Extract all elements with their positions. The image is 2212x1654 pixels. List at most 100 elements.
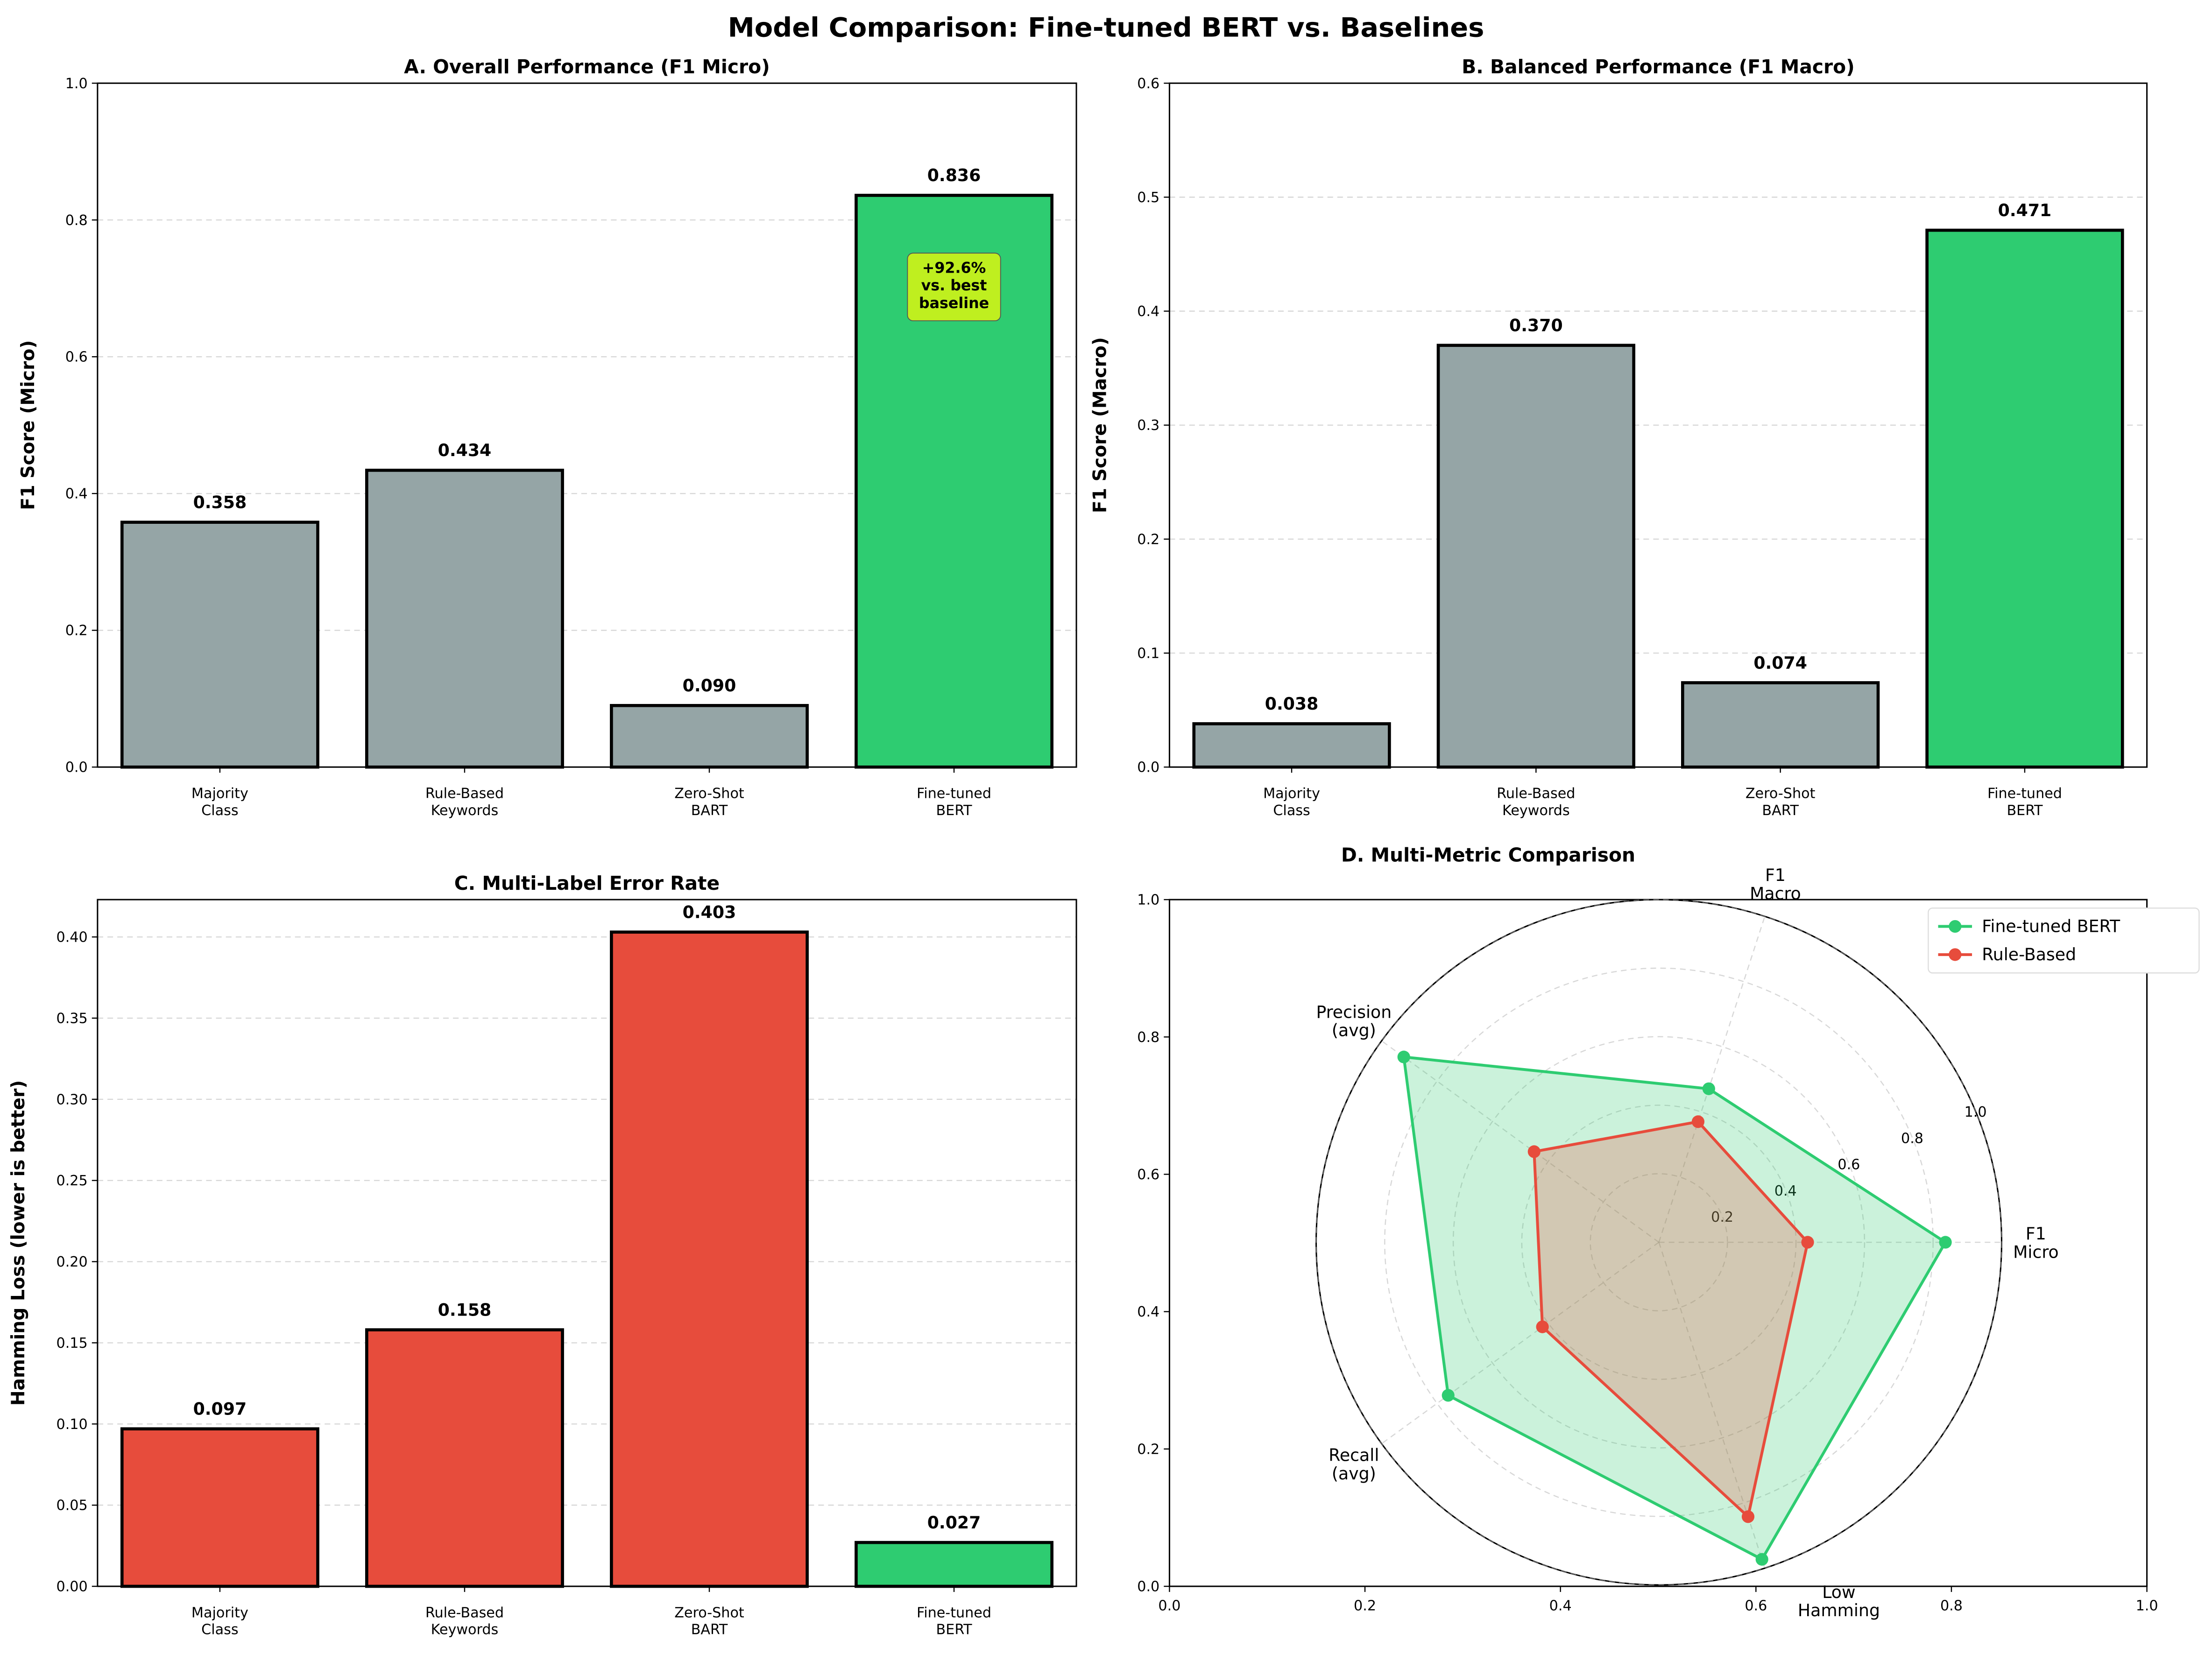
text-line: Keywords bbox=[1502, 802, 1570, 819]
angular-gridline bbox=[1658, 1242, 1766, 1569]
bar bbox=[365, 469, 564, 769]
bar bbox=[610, 930, 809, 1588]
y-tick-label: 0.25 bbox=[57, 1173, 88, 1189]
y-axis-label: Hamming Loss (lower is better) bbox=[8, 1080, 29, 1406]
y-tick-label: 0.8 bbox=[1137, 1029, 1159, 1046]
value-label: 0.090 bbox=[683, 676, 736, 696]
series-line bbox=[1402, 1055, 1948, 1562]
x-tick-label: Majority Class bbox=[191, 1605, 248, 1638]
data-point bbox=[1755, 1553, 1768, 1566]
x-tick-label: Majority Class bbox=[191, 786, 248, 819]
axis-label: Precision (avg) bbox=[1316, 1002, 1392, 1040]
text-line: Class bbox=[201, 1622, 238, 1638]
series-fill bbox=[1404, 1057, 1946, 1560]
y-tick-label: 0.05 bbox=[57, 1498, 88, 1514]
text-line: Class bbox=[1273, 802, 1310, 819]
data-point bbox=[1536, 1320, 1549, 1333]
x-tick-label: Majority Class bbox=[1263, 786, 1320, 819]
value-label: 0.836 bbox=[927, 165, 981, 185]
y-tick-label: 0.00 bbox=[57, 1579, 88, 1595]
value-label: 0.370 bbox=[1509, 316, 1563, 336]
radial-gridline bbox=[1521, 1105, 1797, 1380]
y-tick-label: 0.6 bbox=[1137, 1167, 1159, 1183]
legend-marker bbox=[1949, 948, 1962, 961]
bar bbox=[1436, 344, 1636, 769]
text-line: Class bbox=[201, 802, 238, 819]
x-tick-label: 0.0 bbox=[1158, 1598, 1180, 1614]
text-line: Precision bbox=[1316, 1002, 1392, 1022]
text-line: BART bbox=[691, 802, 728, 819]
text-line: Low bbox=[1822, 1582, 1855, 1602]
series-fill bbox=[1534, 1121, 1808, 1517]
figure-title: Model Comparison: Fine-tuned BERT vs. Ba… bbox=[728, 12, 1484, 43]
text-line: Rule-Based bbox=[425, 786, 504, 802]
x-tick-label: Rule-Based Keywords bbox=[425, 786, 504, 819]
radial-tick-label: 0.2 bbox=[1711, 1209, 1733, 1225]
radial-gridline bbox=[1452, 1036, 1866, 1449]
text-line: Zero-Shot bbox=[674, 786, 744, 802]
legend-box bbox=[1928, 907, 2200, 974]
bar bbox=[855, 1541, 1053, 1588]
text-line: Majority bbox=[191, 1605, 248, 1621]
data-point bbox=[1527, 1145, 1541, 1158]
radial-tick-label: 0.8 bbox=[1901, 1130, 1923, 1147]
y-tick-label: 0.2 bbox=[1137, 531, 1159, 548]
y-tick-label: 0.0 bbox=[1137, 1579, 1159, 1595]
axis-label: Recall (avg) bbox=[1329, 1445, 1379, 1484]
angular-gridline bbox=[1381, 1040, 1660, 1243]
panel-d: 0.00.00.20.20.40.40.60.60.80.81.01.0F1 Mi… bbox=[1137, 844, 2200, 1620]
bar bbox=[1925, 228, 2124, 769]
y-tick-label: 0.15 bbox=[57, 1335, 88, 1351]
legend-marker bbox=[1949, 920, 1962, 933]
text-line: BERT bbox=[936, 1622, 973, 1638]
y-tick-label: 0.30 bbox=[57, 1091, 88, 1108]
value-label: 0.027 bbox=[927, 1513, 981, 1533]
radial-gridline bbox=[1315, 899, 2002, 1586]
legend: Fine-tuned BERT Rule-Based bbox=[1928, 907, 2200, 974]
x-tick-label: 0.8 bbox=[1940, 1598, 1963, 1614]
bar bbox=[365, 1328, 564, 1588]
y-tick-label: 0.4 bbox=[1137, 1304, 1159, 1320]
axes-frame bbox=[1168, 82, 2148, 768]
annotation-box bbox=[907, 253, 1001, 322]
x-tick-label: Zero-Shot BART bbox=[674, 786, 744, 819]
value-label: 0.403 bbox=[683, 902, 736, 922]
text-line: BART bbox=[691, 1622, 728, 1638]
value-label: 0.471 bbox=[1998, 200, 2052, 220]
panel-title: D. Multi-Metric Comparison bbox=[1341, 844, 1635, 866]
text-line: Micro bbox=[2013, 1242, 2059, 1262]
data-point bbox=[1801, 1236, 1814, 1249]
y-tick-label: 0.2 bbox=[65, 623, 88, 639]
text-line: +92.6% bbox=[922, 260, 986, 276]
data-point bbox=[1442, 1389, 1455, 1402]
angular-gridline bbox=[1381, 1242, 1660, 1444]
text-line: Macro bbox=[1750, 883, 1801, 903]
text-line: Keywords bbox=[431, 802, 499, 819]
y-tick-label: 1.0 bbox=[1137, 892, 1159, 908]
panel-title: A. Overall Performance (F1 Micro) bbox=[404, 56, 770, 78]
x-tick-label: 0.4 bbox=[1549, 1598, 1572, 1614]
axes-frame bbox=[97, 899, 1077, 1587]
y-tick-label: 0.20 bbox=[57, 1254, 88, 1270]
x-tick-label: Rule-Based Keywords bbox=[1497, 786, 1575, 819]
bar bbox=[1681, 681, 1880, 769]
text-line: Keywords bbox=[431, 1622, 499, 1638]
x-tick-label: Zero-Shot BART bbox=[1746, 786, 1816, 819]
text-line: Fine-tuned bbox=[1987, 786, 2062, 802]
text-line: (avg) bbox=[1332, 1464, 1376, 1484]
panel-title: B. Balanced Performance (F1 Macro) bbox=[1462, 56, 1855, 78]
value-label: 0.097 bbox=[193, 1399, 247, 1419]
radial-tick-label: 1.0 bbox=[1965, 1104, 1987, 1120]
y-axis-label: F1 Score (Micro) bbox=[18, 340, 39, 510]
text-line: (avg) bbox=[1332, 1021, 1376, 1041]
y-tick-label: 0.35 bbox=[57, 1010, 88, 1027]
legend-label: Fine-tuned BERT bbox=[1982, 916, 2120, 936]
text-line: Zero-Shot bbox=[1746, 786, 1816, 802]
y-tick-label: 0.0 bbox=[1137, 760, 1159, 776]
radial-gridline bbox=[1384, 967, 1934, 1517]
y-tick-label: 0.4 bbox=[65, 486, 88, 502]
text-line: BART bbox=[1762, 802, 1799, 819]
value-label: 0.434 bbox=[438, 440, 492, 460]
